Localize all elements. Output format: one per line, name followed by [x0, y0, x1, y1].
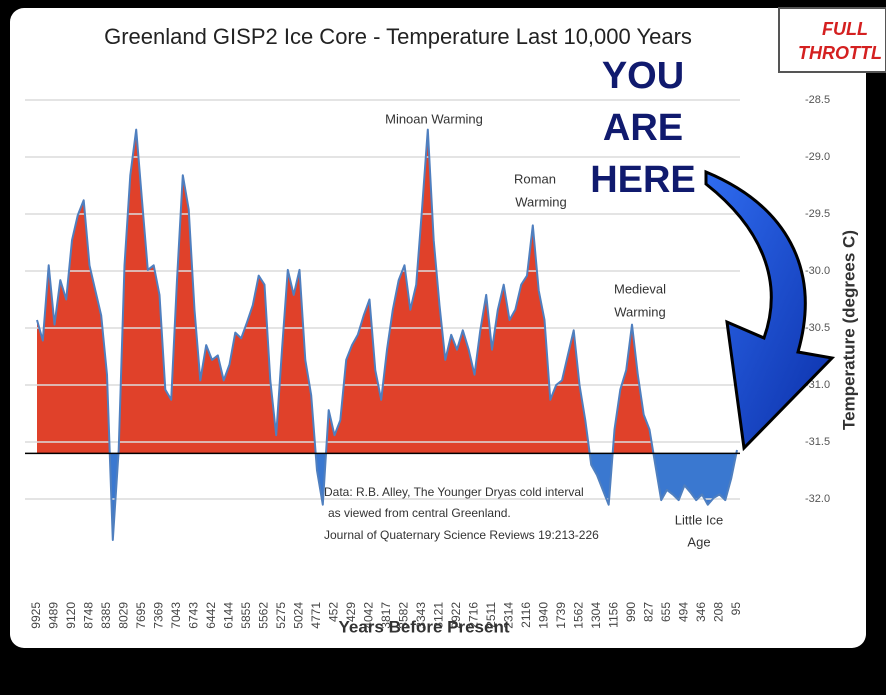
- arrow: [704, 169, 836, 452]
- x-tick-label: 1156: [607, 602, 621, 628]
- logo-box: [778, 7, 886, 73]
- x-tick-label: 3582: [397, 602, 411, 629]
- x-tick-label: 2314: [502, 602, 516, 629]
- x-tick-label: 2716: [467, 602, 481, 629]
- annotation: Warming: [614, 304, 666, 319]
- annotation: Age: [687, 534, 710, 549]
- x-tick-label: 2511: [484, 602, 498, 628]
- callout: ARE: [603, 107, 683, 149]
- x-tick-label: 6144: [222, 602, 236, 629]
- x-tick-label: 6743: [187, 602, 201, 629]
- plot-area: -28.5 -29.0 -29.5 -30.0 -30.5 -31.0 -31.5 -32.0…: [25, 94, 830, 629]
- x-tick-label: 7043: [169, 602, 183, 629]
- x-tick-label: 8029: [117, 602, 131, 629]
- x-tick-label: 9489: [47, 602, 61, 629]
- y-tick-label: -31.5: [805, 436, 830, 448]
- annotation: Minoan Warming: [385, 111, 483, 126]
- x-tick-label: 1562: [572, 602, 586, 629]
- x-tick-label: 990: [624, 602, 638, 622]
- callout: YOU: [602, 55, 684, 97]
- source-note: as viewed from central Greenland.: [328, 506, 511, 520]
- y-tick-label: -32.0: [805, 493, 830, 505]
- y-tick-label: -30.0: [805, 265, 830, 277]
- source-note: Journal of Quaternary Science Reviews 19…: [324, 528, 599, 542]
- x-tick-label: 3121: [432, 602, 446, 629]
- y-tick-label: -29.5: [805, 208, 830, 220]
- x-tick-label: 3343: [414, 602, 428, 629]
- x-tick-label: 95: [729, 602, 743, 616]
- x-tick-label: 1940: [537, 602, 551, 629]
- x-tick-label: 7695: [134, 602, 148, 629]
- annotation: Roman: [514, 171, 556, 186]
- x-tick-label: 5275: [274, 602, 288, 629]
- source-note: Data: R.B. Alley, The Younger Dryas cold…: [324, 485, 584, 499]
- annotation: Medieval: [614, 281, 666, 296]
- y-tick-label: -29.0: [805, 151, 830, 163]
- x-tick-label: 429: [344, 602, 358, 622]
- y-axis-label: Temperature (degrees C): [839, 230, 858, 430]
- x-tick-label: 6442: [204, 602, 218, 629]
- x-tick-label: 452: [327, 602, 341, 622]
- x-axis-label: Years Before Present: [338, 617, 509, 636]
- y-tick-label: -28.5: [805, 94, 830, 106]
- x-tick-label: 3817: [379, 602, 393, 629]
- x-tick-label: 1739: [554, 602, 568, 629]
- logo-text: FULL: [822, 19, 868, 39]
- line: [36, 128, 738, 541]
- x-tick-label: 1304: [589, 602, 603, 629]
- annotation: Little Ice: [675, 512, 723, 527]
- annotation: Warming: [515, 194, 567, 209]
- x-tick-label: 5024: [292, 602, 306, 629]
- x-tick-label: 2116: [519, 602, 533, 628]
- x-tick-label: 2922: [449, 602, 463, 629]
- area-below: [37, 453, 737, 540]
- logo: FULL THROTTL: [778, 7, 886, 73]
- x-tick-label: 655: [659, 602, 673, 622]
- x-tick-label: 5562: [257, 602, 271, 629]
- x-tick-label: 4042: [362, 602, 376, 629]
- x-tick-label: 208: [712, 602, 726, 622]
- y-tick-label: -30.5: [805, 322, 830, 334]
- x-tick-label: 346: [694, 602, 708, 622]
- callout: HERE: [590, 159, 696, 201]
- y-tick-label: -31.0: [805, 379, 830, 391]
- logo-text: THROTTL: [798, 43, 882, 63]
- chart-title: Greenland GISP2 Ice Core - Temperature L…: [104, 24, 692, 49]
- area-above: [37, 129, 737, 454]
- x-tick-label: 8385: [99, 602, 113, 629]
- x-tick-label: 7369: [152, 602, 166, 629]
- x-tick-label: 494: [677, 602, 691, 622]
- x-tick-label: 9925: [29, 602, 43, 629]
- x-tick-label: 4771: [309, 602, 323, 629]
- x-tick-label: 827: [642, 602, 656, 622]
- x-tick-label: 8748: [82, 602, 96, 629]
- x-tick-label: 5855: [239, 602, 253, 629]
- x-tick-label: 9120: [64, 602, 78, 629]
